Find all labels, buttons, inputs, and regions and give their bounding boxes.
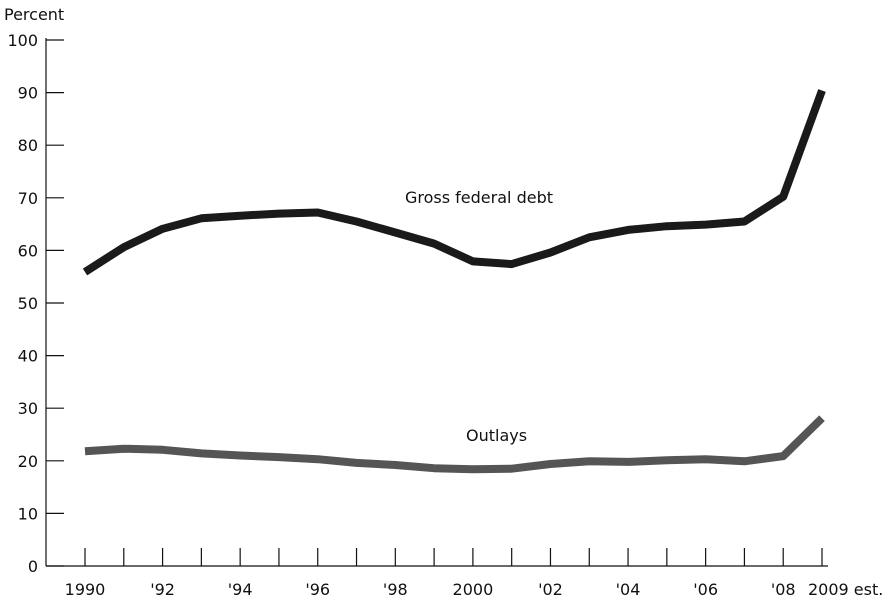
y-tick-label: 10 (18, 504, 38, 523)
y-tick-label: 70 (18, 189, 38, 208)
series-line-outlays (84, 415, 825, 474)
x-tick-label: '02 (538, 580, 563, 599)
x-tick-label: '98 (383, 580, 408, 599)
y-tick-label: 90 (18, 84, 38, 103)
y-tick-label: 60 (18, 241, 38, 260)
y-axis-label: Percent (4, 5, 64, 24)
y-tick-label: 100 (7, 31, 38, 50)
x-tick-label: '06 (693, 580, 718, 599)
x-tick-label: 2000 (453, 580, 494, 599)
x-tick-label: 1990 (65, 580, 106, 599)
x-tick-label: '96 (305, 580, 330, 599)
x-axis-ticks: 1990 '92 '94 '96 '98 2000 '02 '04 '06 '08 2009 est… (65, 548, 883, 599)
y-tick-label: 20 (18, 452, 38, 471)
y-tick-label: 50 (18, 294, 38, 313)
y-tick-label: 30 (18, 399, 38, 418)
x-tick-label: '94 (228, 580, 253, 599)
series-group (82, 89, 826, 474)
series-line-gross-federal-debt (82, 89, 826, 276)
series-label-gross-federal-debt: Gross federal debt (405, 188, 553, 207)
y-tick-label: 40 (18, 347, 38, 366)
y-axis-ticks: 0 10 20 30 40 50 60 70 80 90 100 (7, 31, 64, 576)
series-label-outlays: Outlays (466, 426, 527, 445)
y-tick-label: 80 (18, 136, 38, 155)
x-tick-label: '92 (150, 580, 175, 599)
y-tick-label: 0 (28, 557, 38, 576)
x-tick-label: '08 (771, 580, 796, 599)
x-tick-label: 2009 est. (808, 580, 883, 599)
x-tick-label: '04 (616, 580, 641, 599)
